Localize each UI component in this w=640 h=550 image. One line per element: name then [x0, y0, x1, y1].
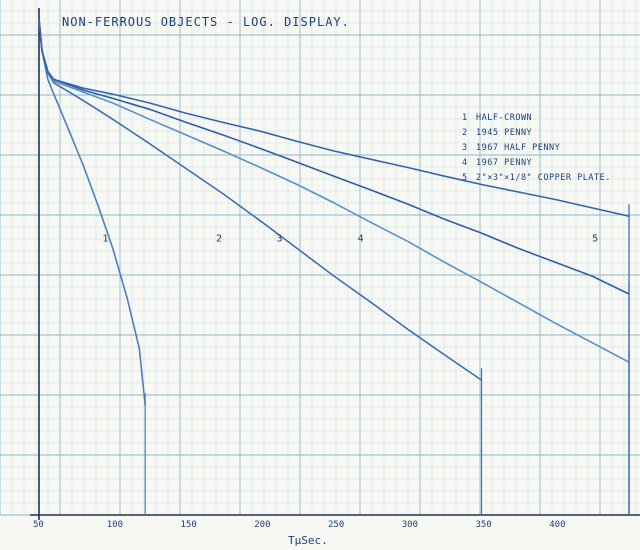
- legend-number: 2: [462, 128, 468, 138]
- series-1-line: [38, 19, 146, 406]
- curve-label: 4: [358, 233, 364, 244]
- legend-entry-label: 1945 PENNY: [476, 128, 532, 138]
- curve-label: 3: [276, 233, 282, 244]
- x-tick-label: 150: [181, 520, 197, 530]
- series-layer: [38, 19, 630, 515]
- grid: [0, 0, 640, 516]
- x-tick-label: 50: [33, 520, 44, 530]
- chart-title: NON-FERROUS OBJECTS - LOG. DISPLAY.: [62, 15, 350, 29]
- series-5-line: [38, 19, 630, 217]
- legend-number: 3: [462, 143, 468, 153]
- x-tick-label: 100: [107, 520, 123, 530]
- series-3-line: [38, 19, 630, 363]
- curve-label: 5: [592, 233, 598, 244]
- legend-entry-label: 1967 HALF PENNY: [476, 143, 560, 153]
- legend-number: 4: [462, 158, 468, 168]
- x-tick-label: 400: [549, 520, 565, 530]
- x-tick-labels: 50 100 150 200 250 300 350 400: [33, 520, 566, 530]
- axes: [30, 8, 640, 520]
- x-tick-label: 200: [254, 520, 270, 530]
- x-tick-label: 250: [328, 520, 344, 530]
- curve-labels: 1 2 3 4 5: [102, 233, 598, 244]
- x-tick-label: 300: [402, 520, 418, 530]
- legend: 1 HALF-CROWN 2 1945 PENNY 3 1967 HALF PENNY 4 1…: [462, 113, 611, 183]
- curve-label: 1: [102, 233, 108, 244]
- legend-entry-label: HALF-CROWN: [476, 113, 532, 123]
- x-axis-label: TμSec.: [288, 534, 328, 547]
- legend-entry-label: 1967 PENNY: [476, 158, 532, 168]
- x-tick-label: 350: [476, 520, 492, 530]
- legend-number: 1: [462, 113, 468, 123]
- legend-number: 5: [462, 173, 468, 183]
- legend-entry-label: 2"×3"×1/8" COPPER PLATE.: [476, 173, 611, 183]
- series-2-line: [38, 19, 482, 381]
- series-4-line: [38, 19, 630, 295]
- curve-label: 2: [216, 233, 222, 244]
